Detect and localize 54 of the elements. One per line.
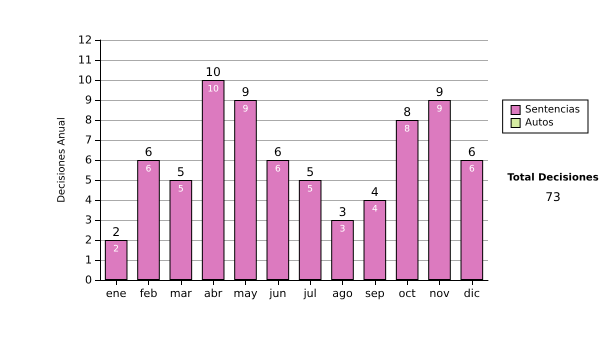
data-label: 3 bbox=[340, 224, 346, 234]
x-tick-label: may bbox=[234, 287, 258, 300]
data-label: 2 bbox=[113, 244, 120, 254]
data-label: 6 bbox=[146, 164, 152, 174]
total-label: 5 bbox=[306, 165, 314, 179]
y-tick-label: 1 bbox=[85, 254, 92, 266]
x-tick-label: nov bbox=[429, 287, 450, 300]
total-label: 9 bbox=[242, 85, 250, 99]
y-tick-label: 8 bbox=[85, 114, 92, 126]
total-label: 10 bbox=[206, 65, 221, 79]
data-label: 5 bbox=[307, 184, 314, 194]
x-tick-label: ago bbox=[332, 287, 353, 300]
data-label: 9 bbox=[436, 104, 443, 114]
total-label: 9 bbox=[436, 85, 444, 99]
y-tick-label: 12 bbox=[78, 34, 92, 46]
y-tick-label: 0 bbox=[85, 274, 92, 286]
total-label: 3 bbox=[338, 205, 346, 219]
y-tick-label: 11 bbox=[78, 54, 92, 66]
y-tick-label: 5 bbox=[85, 174, 92, 186]
y-tick-label: 7 bbox=[85, 134, 92, 146]
x-tick-label: feb bbox=[140, 287, 158, 300]
text: 73 bbox=[545, 190, 561, 204]
y-tick-label: 2 bbox=[85, 234, 92, 246]
y-tick-label: 10 bbox=[78, 74, 92, 86]
data-label: 8 bbox=[404, 124, 410, 134]
x-tick-label: jun bbox=[268, 287, 286, 300]
y-tick-label: 3 bbox=[85, 214, 92, 226]
legend-label: Autos bbox=[525, 118, 554, 128]
x-tick-label: jul bbox=[302, 287, 317, 300]
data-label: 6 bbox=[468, 164, 475, 174]
total-label: 2 bbox=[112, 225, 120, 239]
total-label: 4 bbox=[371, 185, 379, 199]
y-tick-label: 4 bbox=[85, 194, 92, 206]
total-label: 6 bbox=[274, 145, 282, 159]
y-tick-label: 9 bbox=[85, 94, 92, 106]
x-tick-label: abr bbox=[204, 287, 223, 300]
y-axis-title: Decisiones Anual bbox=[56, 117, 68, 203]
x-tick-label: ene bbox=[106, 287, 127, 300]
total-label: 6 bbox=[144, 145, 152, 159]
data-label: 5 bbox=[178, 184, 184, 194]
data-label: 9 bbox=[242, 104, 249, 114]
data-label: 4 bbox=[372, 204, 378, 214]
y-tick-label: 6 bbox=[85, 154, 92, 166]
x-tick-label: mar bbox=[170, 287, 192, 300]
total-label: 6 bbox=[468, 145, 476, 159]
total-label: 5 bbox=[177, 165, 185, 179]
legend-label: Sentencias bbox=[525, 104, 580, 116]
x-tick-label: dic bbox=[464, 287, 480, 300]
data-label: 6 bbox=[274, 164, 281, 174]
x-tick-label: oct bbox=[398, 287, 416, 300]
x-tick-label: sep bbox=[365, 287, 385, 300]
text: Total Decisiones bbox=[507, 172, 599, 184]
data-label: 10 bbox=[207, 84, 220, 94]
total-label: 8 bbox=[403, 105, 411, 119]
